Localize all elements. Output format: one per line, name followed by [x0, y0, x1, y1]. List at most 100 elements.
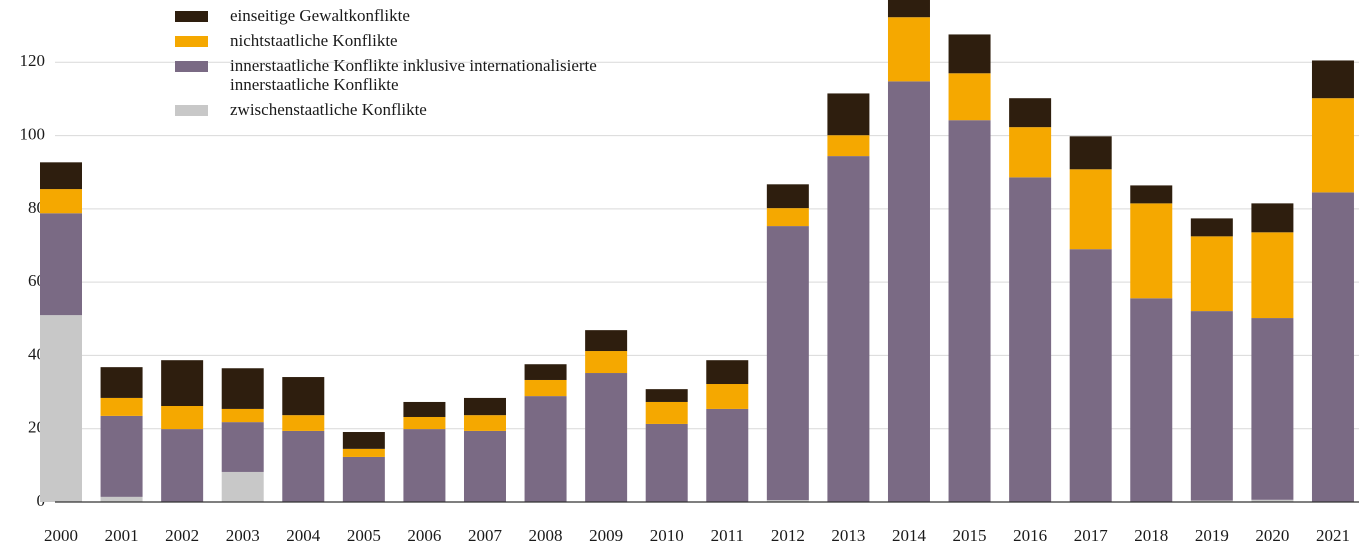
bar-segment: [342, 432, 385, 449]
legend: einseitige Gewaltkonflikte nichtstaatlich…: [175, 6, 597, 125]
legend-item: einseitige Gewaltkonflikte: [175, 6, 595, 25]
bar-segment: [948, 34, 991, 74]
bar-segment: [282, 415, 325, 431]
legend-swatch: [175, 11, 208, 22]
legend-swatch: [175, 105, 208, 116]
bar-segment: [40, 189, 82, 214]
bar-segment: [645, 389, 688, 402]
bar-segment: [887, 17, 930, 82]
bar-segment: [463, 397, 506, 416]
y-tick-label: 120: [20, 51, 46, 70]
bar-segment: [221, 408, 264, 423]
bar-segment: [221, 368, 264, 409]
bar-segment: [1190, 311, 1233, 501]
x-tick-label: 2016: [1013, 526, 1047, 545]
bar-segment: [887, 81, 930, 503]
bar-segment: [1311, 60, 1354, 99]
y-tick-label: 100: [20, 124, 46, 143]
x-tick-label: 2014: [892, 526, 927, 545]
bar-segment: [100, 367, 143, 398]
legend-item: nichtstaatliche Konflikte: [175, 31, 595, 50]
bar-segment: [827, 135, 870, 157]
x-tick-label: 2003: [226, 526, 260, 545]
bar-segment: [282, 430, 325, 502]
x-tick-label: 2013: [831, 526, 865, 545]
x-tick-label: 2020: [1255, 526, 1289, 545]
bar-segment: [706, 408, 749, 502]
x-tick-label: 2017: [1074, 526, 1109, 545]
bar-segment: [1190, 500, 1233, 502]
bar-segment: [463, 430, 506, 502]
bar-segment: [766, 184, 809, 209]
bar-segment: [1130, 185, 1173, 204]
x-tick-label: 2018: [1134, 526, 1168, 545]
bar-segment: [221, 471, 264, 502]
bar-segment: [948, 120, 991, 502]
bar-segment: [161, 429, 204, 502]
bar-segment: [100, 496, 143, 502]
legend-label: zwischenstaatliche Konflikte: [230, 100, 427, 119]
bar-segment: [40, 162, 82, 190]
x-tick-label: 2019: [1195, 526, 1229, 545]
x-tick-label: 2001: [105, 526, 139, 545]
bar-segment: [100, 415, 143, 497]
bar-segment: [1251, 318, 1294, 500]
x-tick-label: 2008: [529, 526, 563, 545]
bar-segment: [524, 379, 567, 397]
x-tick-label: 2009: [589, 526, 623, 545]
bar-segment: [1251, 232, 1294, 319]
bar-segment: [463, 415, 506, 431]
bar-segment: [1069, 169, 1112, 250]
legend-label: innerstaatliche Konflikte inklusive inte…: [230, 56, 597, 94]
x-tick-label: 2015: [953, 526, 987, 545]
legend-item: innerstaatliche Konflikte inklusive inte…: [175, 56, 597, 94]
bar-segment: [161, 405, 204, 430]
bar-segment: [766, 500, 809, 502]
bar-segment: [706, 384, 749, 409]
bar-segment: [342, 456, 385, 502]
bar-segment: [1009, 98, 1052, 128]
x-tick-label: 2005: [347, 526, 381, 545]
bar-segment: [40, 315, 82, 502]
bar-segment: [645, 401, 688, 424]
bar-segment: [827, 93, 870, 136]
bar-segment: [1130, 298, 1173, 502]
bar-segment: [1130, 203, 1173, 299]
bar-segment: [403, 401, 446, 417]
bar-segment: [1311, 98, 1354, 193]
bar-segment: [1251, 203, 1294, 233]
bar-segment: [403, 416, 446, 430]
x-tick-label: 2021: [1316, 526, 1350, 545]
bar-segment: [827, 156, 870, 502]
bar-segment: [282, 377, 325, 416]
legend-item: zwischenstaatliche Konflikte: [175, 100, 595, 119]
bar-segment: [161, 360, 204, 406]
bar-segment: [1251, 499, 1294, 502]
bar-segment: [887, 0, 930, 18]
legend-swatch: [175, 61, 208, 72]
bar-segment: [1190, 236, 1233, 312]
bar-segment: [100, 397, 143, 416]
legend-label: nichtstaatliche Konflikte: [230, 31, 398, 50]
x-tick-label: 2011: [711, 526, 744, 545]
x-tick-label: 2006: [407, 526, 441, 545]
bar-segment: [1190, 218, 1233, 237]
x-tick-label: 2012: [771, 526, 805, 545]
bar-segment: [524, 396, 567, 502]
bar-segment: [221, 422, 264, 472]
bar-segment: [403, 429, 446, 502]
x-tick-label: 2000: [44, 526, 78, 545]
legend-swatch: [175, 36, 208, 47]
bar-segment: [585, 351, 628, 374]
bar-segment: [342, 448, 385, 457]
x-tick-label: 2007: [468, 526, 503, 545]
legend-label: einseitige Gewaltkonflikte: [230, 6, 410, 25]
bar-segment: [40, 213, 82, 316]
x-tick-label: 2002: [165, 526, 199, 545]
bar-segment: [1009, 177, 1052, 502]
bar-segment: [524, 364, 567, 380]
bar-segment: [1069, 249, 1112, 502]
bar-segment: [645, 423, 688, 502]
bar-segment: [766, 226, 809, 501]
